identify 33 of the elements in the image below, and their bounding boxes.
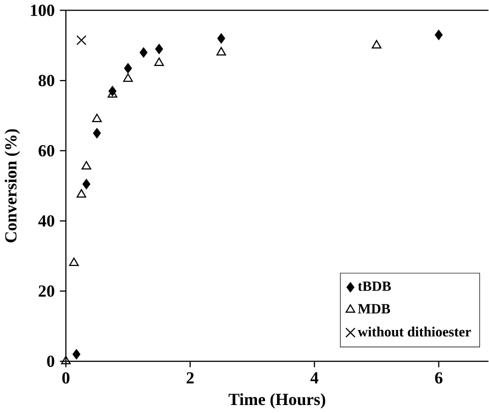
x-tick-label: 0 (62, 372, 70, 384)
point (61, 356, 71, 364)
point (124, 62, 132, 74)
y-tick-label: 80 (38, 74, 54, 86)
point (154, 57, 164, 66)
point (217, 33, 226, 44)
point (76, 35, 86, 46)
point (92, 128, 101, 138)
point (123, 73, 133, 82)
x-tick-label: 4 (310, 372, 318, 384)
legend-label: without dithioester (358, 326, 471, 336)
y-tick-label: 60 (38, 144, 54, 156)
x-axis-title: Time (Hours) (228, 393, 326, 408)
y-tick-label: 0 (47, 355, 54, 367)
y-tick-label: 40 (38, 215, 54, 226)
x-tick-label: 2 (186, 372, 194, 384)
point (434, 30, 443, 40)
point (140, 47, 148, 58)
y-tick-label: 20 (38, 285, 54, 297)
point (69, 257, 79, 266)
point (76, 189, 86, 198)
point (82, 178, 90, 190)
x-tick-label: 6 (435, 372, 442, 384)
y-tick-label: 100 (30, 4, 54, 16)
y-axis-title: Conversion (%) (4, 129, 20, 242)
legend-label: MDB (358, 304, 390, 314)
point (372, 40, 382, 48)
point (72, 348, 80, 360)
point (82, 160, 92, 170)
legend-label: tBDB (358, 281, 391, 291)
point (155, 44, 164, 54)
point (92, 114, 102, 122)
point (216, 46, 226, 56)
